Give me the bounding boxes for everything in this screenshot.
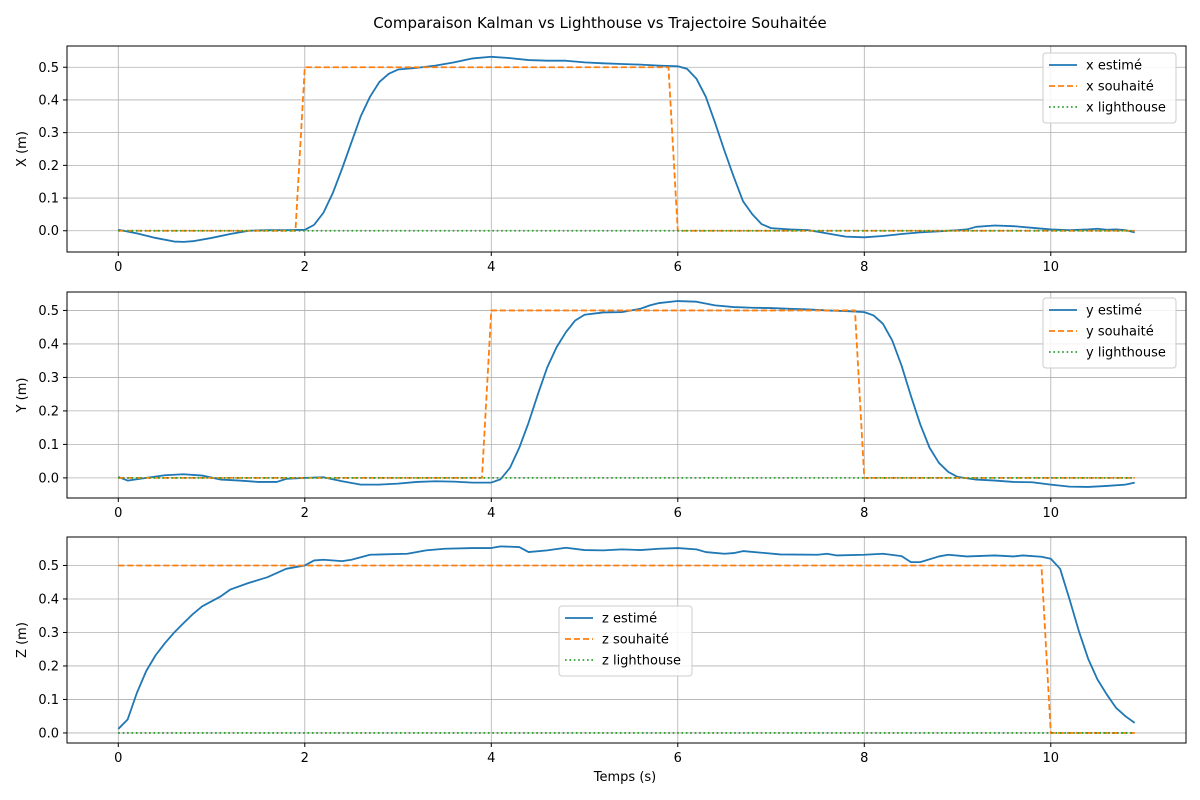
y-tick-label: 0.4 <box>38 93 59 108</box>
y-tick-label: 0.2 <box>38 659 59 674</box>
y-tick-label: 0.4 <box>38 337 59 352</box>
y-tick-label: 0.1 <box>38 438 59 453</box>
legend-entry: x estimé <box>1086 59 1142 74</box>
series-line-2-2 <box>118 309 1135 479</box>
x-tick-label: 0 <box>114 506 122 521</box>
legend-entry: z estimé <box>602 612 657 627</box>
legend: y estimé y souhaité y lighthouse <box>1042 297 1177 369</box>
x-tick-label: 6 <box>674 506 682 521</box>
legend-entry: x lighthouse <box>1086 101 1166 116</box>
x-tick-label: 10 <box>1043 260 1060 275</box>
subplot-1: 0 2 4 6 8 100.00.10.20.30.40.5X (m)x estiméx … <box>15 45 1187 275</box>
x-tick-label: 2 <box>301 751 309 766</box>
series-line-1-2 <box>118 66 1135 232</box>
subplot-3: 0 2 4 6 8 100.00.10.20.30.40.5Z (m)z estiméz … <box>15 536 1187 766</box>
legend-entry: z lighthouse <box>602 654 681 669</box>
x-tick-label: 8 <box>860 751 868 766</box>
legend-frame <box>1042 297 1177 369</box>
series-line-3-1 <box>117 545 1136 730</box>
axes-frame <box>66 536 1187 744</box>
x-tick-label: 10 <box>1043 751 1060 766</box>
x-axis-label: Temps (s) <box>593 770 656 785</box>
x-tick-label: 8 <box>860 260 868 275</box>
axes-frame <box>66 45 1187 253</box>
legend-entry: y lighthouse <box>1086 346 1166 361</box>
subplot-2: 0 2 4 6 8 100.00.10.20.30.40.5Y (m)y estiméy … <box>15 291 1187 521</box>
y-tick-label: 0.0 <box>38 224 59 239</box>
series-line-1-1 <box>118 55 1135 243</box>
y-axis-label: Y (m) <box>15 378 30 414</box>
x-tick-label: 2 <box>301 260 309 275</box>
y-tick-label: 0.5 <box>38 61 59 76</box>
y-tick-label: 0.3 <box>38 371 59 386</box>
y-tick-label: 0.1 <box>38 693 59 708</box>
x-tick-label: 6 <box>674 260 682 275</box>
x-tick-label: 8 <box>860 506 868 521</box>
x-tick-label: 10 <box>1043 506 1060 521</box>
y-tick-label: 0.3 <box>38 626 59 641</box>
y-tick-label: 0.5 <box>38 559 59 574</box>
legend-frame <box>558 605 693 677</box>
x-tick-label: 0 <box>114 751 122 766</box>
y-tick-label: 0.1 <box>38 192 59 207</box>
y-axis-label: Z (m) <box>15 622 30 658</box>
y-tick-label: 0.2 <box>38 159 59 174</box>
legend-entry: x souhaité <box>1086 80 1154 95</box>
y-axis-label: X (m) <box>15 131 30 167</box>
x-tick-label: 4 <box>487 506 495 521</box>
y-tick-label: 0.0 <box>38 471 59 486</box>
x-tick-label: 0 <box>114 260 122 275</box>
x-tick-label: 4 <box>487 260 495 275</box>
x-tick-label: 6 <box>674 751 682 766</box>
axes-frame <box>66 291 1187 499</box>
y-tick-label: 0.0 <box>38 726 59 741</box>
legend-entry: y souhaité <box>1086 325 1154 340</box>
x-tick-label: 4 <box>487 751 495 766</box>
legend-frame <box>1042 52 1177 124</box>
y-tick-label: 0.3 <box>38 126 59 141</box>
legend: x estimé x souhaité x lighthouse <box>1042 52 1177 124</box>
legend: z estimé z souhaité z lighthouse <box>558 605 693 677</box>
x-tick-label: 2 <box>301 506 309 521</box>
legend-entry: z souhaité <box>602 633 669 648</box>
chart-title: Comparaison Kalman vs Lighthouse vs Traj… <box>373 14 827 32</box>
legend-entry: y estimé <box>1086 304 1142 319</box>
y-tick-label: 0.5 <box>38 304 59 319</box>
y-tick-label: 0.2 <box>38 404 59 419</box>
series-line-3-2 <box>118 564 1135 734</box>
y-tick-label: 0.4 <box>38 592 59 607</box>
